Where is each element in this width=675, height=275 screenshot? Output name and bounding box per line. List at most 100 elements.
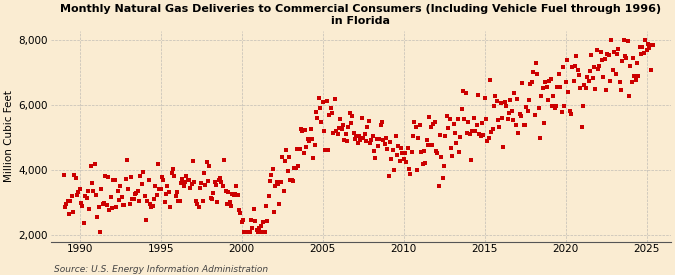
Point xyxy=(103,175,113,179)
Point xyxy=(374,136,385,141)
Point xyxy=(400,150,410,155)
Point xyxy=(601,87,612,92)
Point xyxy=(572,68,583,72)
Point xyxy=(502,116,513,121)
Point xyxy=(223,190,234,194)
Point xyxy=(297,129,308,133)
Point xyxy=(537,86,548,90)
Point xyxy=(575,86,586,90)
Point xyxy=(602,52,613,56)
Point xyxy=(371,136,382,141)
Point xyxy=(591,48,602,52)
Point xyxy=(578,104,589,108)
Point xyxy=(509,91,520,95)
Point xyxy=(217,184,228,188)
Point xyxy=(406,150,417,155)
Point xyxy=(393,144,404,148)
Point xyxy=(240,230,251,234)
Point xyxy=(306,137,317,142)
Point xyxy=(275,180,286,184)
Point xyxy=(238,218,248,222)
Point xyxy=(427,143,437,147)
Point xyxy=(383,174,394,179)
Point xyxy=(626,80,637,85)
Point xyxy=(177,176,188,181)
Point xyxy=(443,125,454,130)
Point xyxy=(539,120,549,125)
Point xyxy=(582,75,593,79)
Point xyxy=(597,58,608,63)
Point xyxy=(354,134,364,138)
Point xyxy=(437,175,448,180)
Point xyxy=(583,79,594,83)
Point xyxy=(181,173,192,178)
Point xyxy=(526,79,537,84)
Point xyxy=(551,104,562,108)
Point xyxy=(433,184,444,188)
Point xyxy=(147,203,158,208)
Point xyxy=(448,122,459,126)
Point xyxy=(300,128,310,132)
Point xyxy=(531,61,541,65)
Point xyxy=(475,134,486,138)
Point xyxy=(616,87,626,92)
Point xyxy=(528,69,539,74)
Point xyxy=(377,120,387,125)
Point xyxy=(378,138,389,142)
Point xyxy=(327,111,338,115)
Point xyxy=(80,194,90,199)
Point xyxy=(452,117,463,122)
Point xyxy=(346,121,356,125)
Point xyxy=(474,132,485,136)
Point xyxy=(151,193,162,197)
Point xyxy=(639,51,649,55)
Point xyxy=(404,167,414,171)
Point xyxy=(68,210,78,214)
Point xyxy=(504,111,514,116)
Point xyxy=(251,228,262,232)
Point xyxy=(247,226,258,230)
Point xyxy=(310,110,321,114)
Point xyxy=(630,78,641,82)
Point xyxy=(292,147,302,152)
Point xyxy=(381,136,392,141)
Point xyxy=(564,109,575,114)
Point xyxy=(234,208,244,212)
Point xyxy=(290,166,301,170)
Point xyxy=(282,169,293,174)
Point xyxy=(574,73,585,77)
Point xyxy=(486,130,497,134)
Point xyxy=(428,122,439,127)
Point xyxy=(543,98,554,102)
Point xyxy=(188,158,198,163)
Point xyxy=(302,137,313,141)
Point xyxy=(333,125,344,130)
Point xyxy=(115,183,126,188)
Point xyxy=(547,104,558,109)
Point xyxy=(363,119,374,123)
Point xyxy=(505,98,516,102)
Point xyxy=(157,175,167,180)
Point xyxy=(189,180,200,185)
Point xyxy=(540,80,551,84)
Point xyxy=(207,197,217,201)
Point xyxy=(497,116,508,120)
Point xyxy=(266,173,277,178)
Point xyxy=(261,204,271,208)
Point xyxy=(580,86,591,90)
Point xyxy=(544,79,555,83)
Point xyxy=(339,138,350,142)
Point xyxy=(598,75,609,79)
Point xyxy=(158,178,169,182)
Point xyxy=(641,48,652,53)
Point xyxy=(342,139,352,144)
Point xyxy=(351,134,362,139)
Point xyxy=(618,38,629,43)
Point xyxy=(138,170,148,174)
Point xyxy=(462,130,472,135)
Point xyxy=(139,194,150,198)
Point xyxy=(293,163,304,168)
Point xyxy=(123,187,134,191)
Point xyxy=(255,224,266,229)
Point xyxy=(109,178,120,182)
